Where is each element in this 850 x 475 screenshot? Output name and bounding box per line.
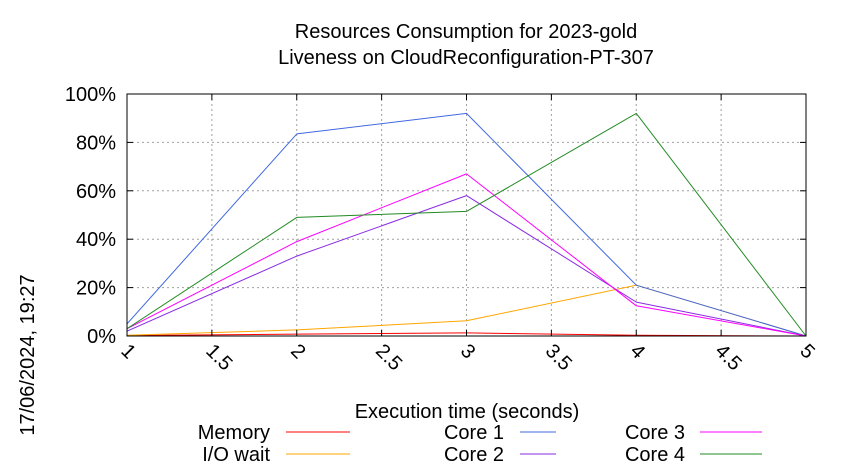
chart-title-line-1: Resources Consumption for 2023-gold [295,21,637,43]
x-axis-label: Execution time (seconds) [355,401,580,423]
x-tick-label: 1 [116,340,139,363]
y-axis-ticks: 0% 20% 40% 60% 80% 100% [65,84,806,348]
y-tick-label: 80% [76,132,116,154]
y-tick-label: 40% [76,229,116,251]
chart-title-line-2: Liveness on CloudReconfiguration-PT-307 [278,47,654,69]
legend-label-core-2: Core 2 [444,444,504,466]
legend-label-core-1: Core 1 [444,422,504,444]
x-tick-label: 4.5 [711,340,746,375]
x-tick-label: 1.5 [201,340,236,375]
x-tick-label: 5 [795,340,818,363]
series-line-core-4 [126,112,807,337]
series-line-core-1 [126,112,807,337]
legend-label-core-3: Core 3 [625,422,685,444]
series-line-core-2 [126,195,807,337]
y-tick-label: 0% [87,326,116,348]
series-line-core-3 [126,173,807,337]
x-tick-label: 3.5 [541,340,576,375]
grid [127,94,806,336]
x-tick-label: 2 [286,340,309,363]
y-tick-label: 60% [76,181,116,203]
y-tick-label: 100% [65,84,116,106]
timestamp: 17/06/2024, 19:27 [17,274,39,435]
series-lines [126,112,807,337]
legend-label-memory: Memory [198,422,270,444]
x-tick-label: 2.5 [371,340,406,375]
x-tick-label: 4 [626,340,649,363]
legend-label-core-4: Core 4 [625,444,685,466]
legend-label-i-o-wait: I/O wait [202,444,270,466]
x-tick-label: 3 [456,340,479,363]
y-tick-label: 20% [76,278,116,300]
chart-title: Resources Consumption for 2023-gold Live… [278,21,654,69]
